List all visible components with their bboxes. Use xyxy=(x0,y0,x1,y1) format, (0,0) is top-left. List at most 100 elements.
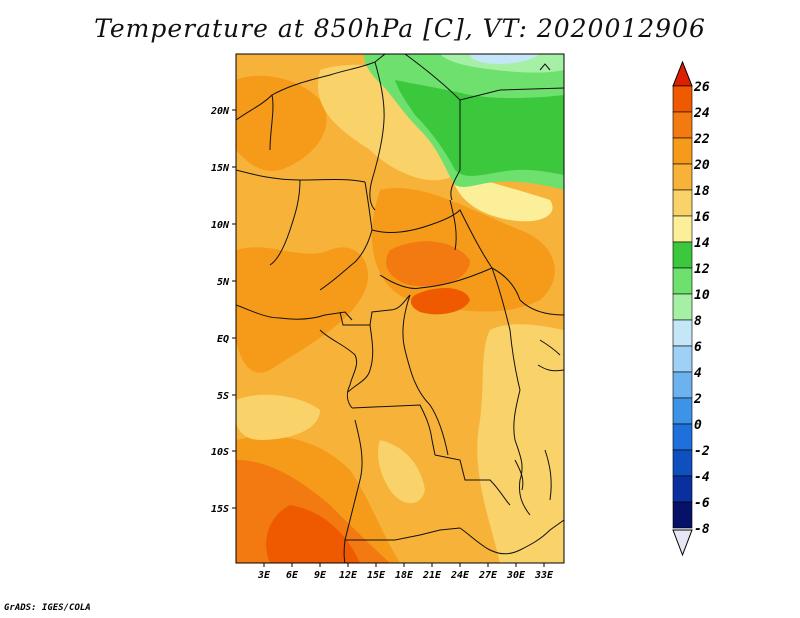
colorbar-label: -2 xyxy=(694,444,710,459)
border-namibia-angola xyxy=(345,527,461,541)
field-16c-coast xyxy=(236,394,320,440)
colorbar-label: 14 xyxy=(694,236,710,251)
colorbar-label: 2 xyxy=(693,392,702,407)
x-tick-label: 6E xyxy=(286,570,299,581)
border-sudan-kenya xyxy=(519,299,564,316)
field-12c xyxy=(395,80,564,176)
field-16c-angola xyxy=(378,440,425,504)
plot-frame xyxy=(235,53,565,564)
colorbar-segment xyxy=(672,85,693,113)
temperature-field xyxy=(236,54,564,563)
colorbar-segment xyxy=(672,215,693,243)
colorbar-segment xyxy=(672,345,693,373)
colorbar-label: 4 xyxy=(694,366,702,381)
x-tick-label: 3E xyxy=(257,570,271,581)
colorbar-segment xyxy=(672,189,693,217)
colorbar-segments xyxy=(672,85,693,529)
border-gabon-north xyxy=(236,304,353,321)
field-24c-ne xyxy=(410,288,470,315)
field-16c-east xyxy=(477,324,564,563)
colorbar-label: -8 xyxy=(694,522,710,537)
border-car-south xyxy=(379,267,521,301)
coast-angola-namibia xyxy=(343,419,363,563)
field-24c-southwest xyxy=(266,505,360,563)
y-tick-label: EQ xyxy=(217,334,229,345)
x-tick-label: 12E xyxy=(339,570,358,581)
border-chad-car xyxy=(449,199,457,251)
colorbar-segment xyxy=(672,267,693,295)
y-tick-label: 15N xyxy=(211,163,230,174)
colorbar-segment xyxy=(672,397,693,425)
y-tick-label: 10S xyxy=(211,447,229,458)
colorbar-segment xyxy=(672,137,693,165)
x-tick-label: 18E xyxy=(395,570,414,581)
border-gabon-congo xyxy=(347,324,374,393)
colorbar-segment xyxy=(672,423,693,451)
border-tanzania xyxy=(513,389,531,516)
border-zambia xyxy=(434,454,511,506)
colorbar-label: -6 xyxy=(694,496,710,511)
x-tick-label: 15E xyxy=(367,570,386,581)
y-tick-label: 15S xyxy=(211,504,229,515)
colorbar-label: 22 xyxy=(693,132,710,147)
colorbar-segment xyxy=(672,449,693,477)
map-title: Temperature at 850hPa [C], VT: 202001290… xyxy=(94,14,706,43)
colorbar: 26 24 22 20 18 16 14 12 10 8 6 4 2 0 -2 … xyxy=(672,60,710,557)
border-nile-delta xyxy=(539,63,551,71)
x-tick-label: 21E xyxy=(422,570,442,581)
colorbar-bottom-triangle xyxy=(672,529,693,557)
border-algeria-mali xyxy=(236,54,386,121)
y-tick-label: 20N xyxy=(210,106,230,117)
country-borders xyxy=(236,54,564,563)
field-22c-ne xyxy=(386,241,470,287)
x-tick-label: 9E xyxy=(314,570,327,581)
colorbar-label: 16 xyxy=(694,210,710,225)
y-axis-labels: 20N 15N 10N 5N EQ 5S 10S 15S xyxy=(210,106,230,515)
lake-shorelines xyxy=(514,449,552,501)
border-mauritania-mali xyxy=(269,94,274,151)
border-drc-east xyxy=(491,267,521,391)
border-egypt-sudan xyxy=(459,87,564,101)
colorbar-top-triangle xyxy=(672,60,693,87)
colorbar-label: 24 xyxy=(693,106,710,121)
grads-credit: GrADS: IGES/COLA xyxy=(4,603,91,613)
colorbar-segment xyxy=(672,241,693,269)
colorbar-label: -4 xyxy=(694,470,710,485)
colorbar-segment xyxy=(672,371,693,399)
x-tick-label: 33E xyxy=(534,570,554,581)
colorbar-segment xyxy=(672,501,693,529)
coast-congo xyxy=(319,329,358,409)
colorbar-segment xyxy=(672,163,693,191)
x-tick-label: 27E xyxy=(478,570,498,581)
x-axis-labels: 3E 6E 9E 12E 15E 18E 21E 24E 27E 30E 33E xyxy=(257,570,554,581)
colorbar-label: 0 xyxy=(694,418,702,433)
colorbar-label: 6 xyxy=(694,340,702,355)
y-tick-label: 10N xyxy=(211,220,230,231)
border-niger-west xyxy=(369,61,385,211)
border-zimbabwe xyxy=(459,519,564,555)
border-car-north xyxy=(371,209,493,269)
axis-ticks xyxy=(232,109,545,567)
colorbar-segment xyxy=(672,111,693,139)
border-nigeria-cameroon xyxy=(319,181,373,291)
border-uganda-kenya xyxy=(537,339,564,372)
colorbar-segment xyxy=(672,319,693,347)
y-tick-label: 5N xyxy=(217,277,230,288)
colorbar-label: 10 xyxy=(694,288,710,303)
colorbar-label: 18 xyxy=(694,184,710,199)
border-congo-drc xyxy=(339,294,411,326)
colorbar-label: 8 xyxy=(694,314,702,329)
colorbar-label: 20 xyxy=(693,158,710,173)
field-20c-north xyxy=(236,75,327,171)
colorbar-label: 12 xyxy=(694,262,710,277)
colorbar-label: 26 xyxy=(693,80,710,95)
x-tick-label: 30E xyxy=(506,570,526,581)
x-tick-label: 24E xyxy=(450,570,470,581)
colorbar-segment xyxy=(672,293,693,321)
border-benin-nigeria xyxy=(269,179,301,266)
colorbar-segment xyxy=(672,475,693,503)
border-angola-north xyxy=(351,404,436,456)
y-tick-label: 5S xyxy=(217,391,229,402)
colorbar-labels: 26 24 22 20 18 16 14 12 10 8 6 4 2 0 -2 … xyxy=(693,80,710,537)
